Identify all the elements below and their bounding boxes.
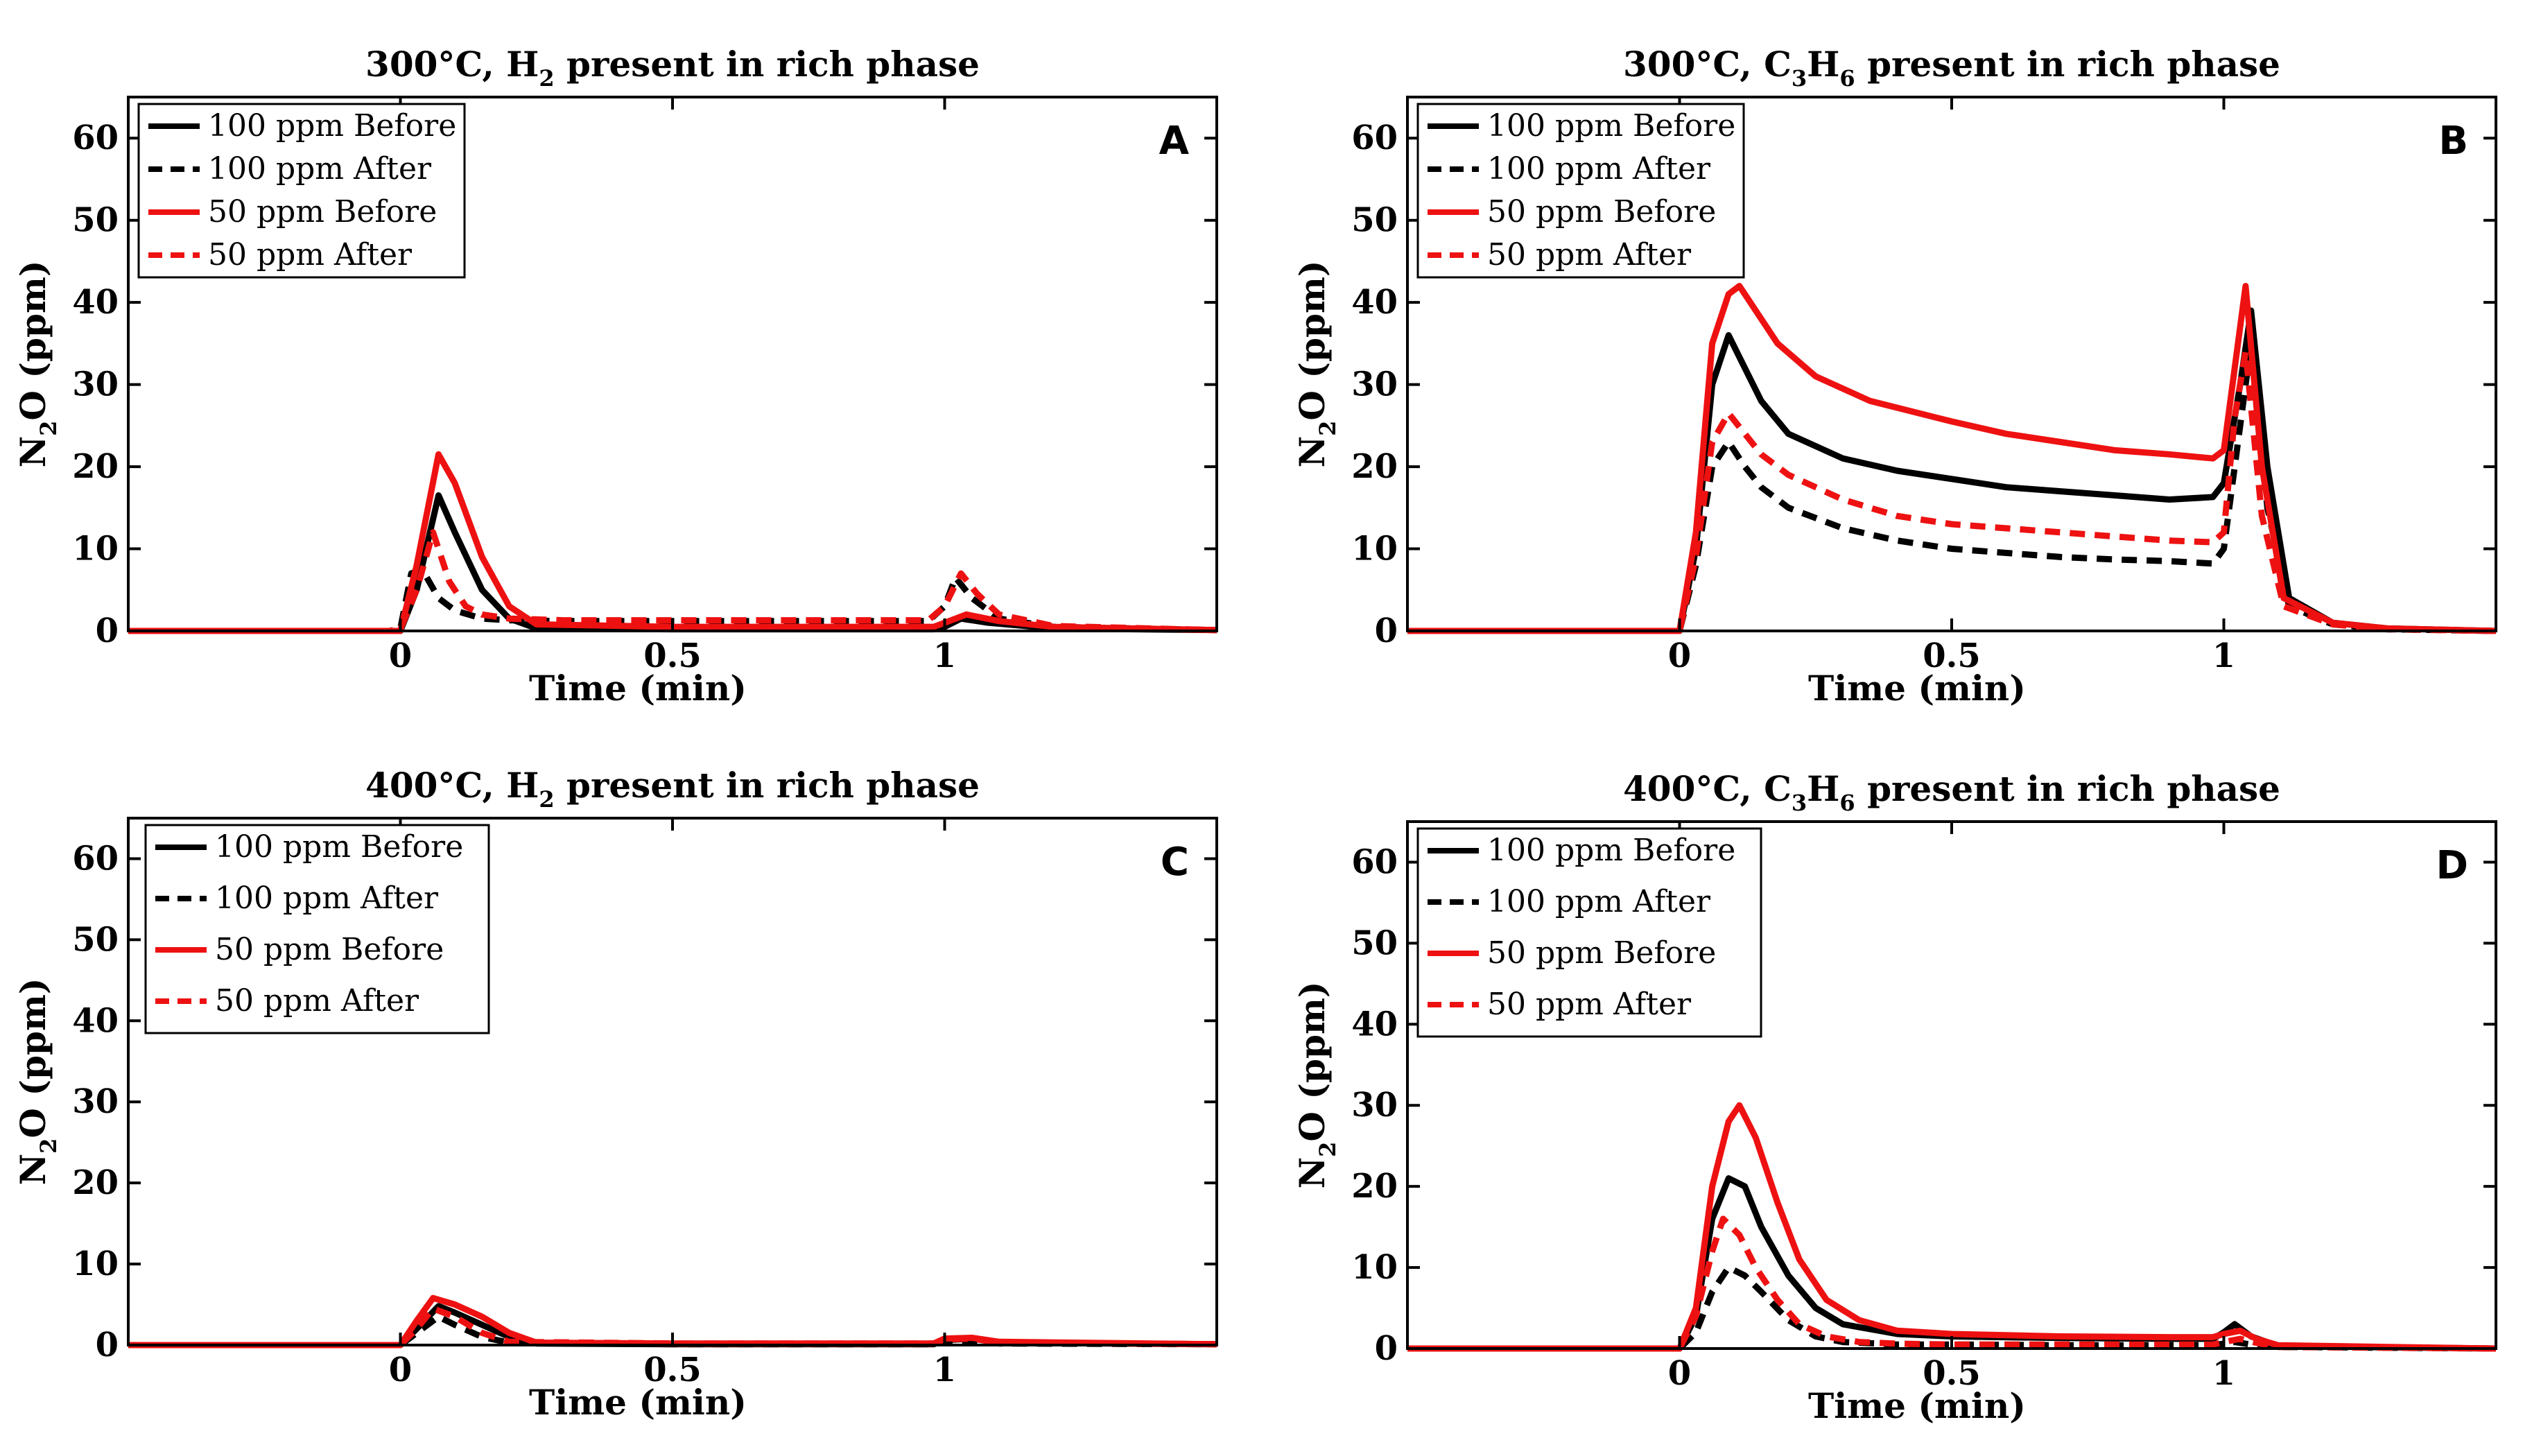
panel-d-legend: 100 ppm Before 100 ppm After 50 ppm Before… [1418, 829, 1761, 1037]
panel-a-ytick-label: 50 [72, 201, 119, 240]
panel-c-y-axis-label: N2O (ppm) [12, 978, 62, 1185]
panel-c: 400°C, H2 present in rich phase010203040… [12, 765, 1217, 1423]
panel-d-ytick-label: 40 [1351, 1005, 1398, 1043]
panel-b-legend-label: 100 ppm Before [1487, 108, 1735, 144]
panel-d-legend-label: 50 ppm After [1487, 987, 1692, 1022]
panel-b-legend-label: 50 ppm After [1487, 237, 1692, 272]
panel-a-legend-label: 50 ppm After [208, 237, 413, 272]
panel-b-series-100-ppm-before [1407, 311, 2496, 631]
panel-b-ytick-label: 0 [1375, 612, 1398, 650]
panel-a-ytick-label: 40 [72, 283, 119, 322]
panel-b-x-axis-label: Time (min) [1808, 668, 2026, 709]
panel-c-ytick-label: 40 [72, 1001, 119, 1040]
panel-d-series-100-ppm-before [1407, 1179, 2496, 1349]
panel-a-ytick-label: 30 [72, 365, 119, 404]
panel-a-ytick-label: 10 [72, 530, 119, 569]
panel-b-y-axis-label: N2O (ppm) [1292, 260, 1341, 467]
panel-b-series-50-ppm-after [1407, 352, 2496, 631]
panel-d-ytick-label: 50 [1351, 924, 1398, 962]
panel-a-legend-label: 100 ppm Before [208, 108, 456, 144]
figure: 300°C, H2 present in rich phase010203040… [0, 0, 2532, 1456]
panel-b-xtick-label: 1 [2212, 636, 2235, 675]
panel-d-ytick-label: 30 [1351, 1086, 1398, 1125]
panel-c-legend-label: 50 ppm Before [215, 932, 444, 967]
panel-d-ytick-label: 10 [1351, 1248, 1398, 1287]
panel-d-title: 400°C, C3H6 present in rich phase [1623, 768, 2280, 816]
panel-d-letter: D [2436, 843, 2468, 888]
panel-c-legend-label: 50 ppm After [215, 983, 419, 1019]
panel-c-legend-label: 100 ppm Before [215, 829, 463, 865]
panel-d-ytick-label: 60 [1351, 842, 1398, 881]
panel-b-ytick-label: 30 [1351, 365, 1398, 404]
panel-b: 300°C, C3H6 present in rich phase0102030… [1292, 44, 2496, 709]
panel-c-ytick-label: 0 [96, 1326, 119, 1364]
panel-b-ytick-label: 20 [1351, 447, 1398, 486]
panel-a-series-50-ppm-after [128, 532, 1217, 631]
panel-a-title: 300°C, H2 present in rich phase [365, 44, 980, 92]
panel-c-xtick-label: 1 [933, 1351, 956, 1389]
panel-b-legend-label: 50 ppm Before [1487, 194, 1716, 229]
panel-b-ytick-label: 60 [1351, 119, 1398, 157]
panel-c-ytick-label: 30 [72, 1082, 119, 1121]
panel-a-legend-label: 100 ppm After [208, 151, 432, 187]
panel-c-ytick-label: 10 [72, 1245, 119, 1283]
panel-b-ytick-label: 10 [1351, 530, 1398, 569]
panel-d-xtick-label: 0 [1668, 1354, 1691, 1393]
panel-a-xtick-label: 0 [389, 636, 412, 675]
panel-b-xtick-label: 0 [1668, 636, 1691, 675]
panel-c-letter: C [1161, 840, 1189, 885]
panel-b-series-100-ppm-after [1407, 343, 2496, 631]
panel-c-ytick-label: 50 [72, 920, 119, 959]
panel-a-xtick-label: 1 [933, 636, 956, 675]
panel-b-ytick-label: 40 [1351, 283, 1398, 322]
panel-b-letter: B [2438, 119, 2468, 164]
panel-c-legend: 100 ppm Before 100 ppm After 50 ppm Before… [146, 825, 489, 1033]
panel-c-title: 400°C, H2 present in rich phase [365, 765, 980, 813]
panel-d: 400°C, C3H6 present in rich phase0102030… [1292, 768, 2496, 1426]
panel-d-xtick-label: 1 [2212, 1354, 2235, 1393]
panel-a-series-50-ppm-before [128, 454, 1217, 631]
panel-a: 300°C, H2 present in rich phase010203040… [12, 44, 1217, 709]
panel-d-ytick-label: 0 [1375, 1329, 1398, 1368]
panel-c-legend-label: 100 ppm After [215, 881, 439, 916]
panel-b-title: 300°C, C3H6 present in rich phase [1623, 44, 2280, 92]
panel-d-ytick-label: 20 [1351, 1167, 1398, 1206]
panel-b-legend: 100 ppm Before 100 ppm After 50 ppm Before… [1418, 104, 1744, 277]
panel-d-legend-label: 50 ppm Before [1487, 935, 1716, 971]
panel-a-legend: 100 ppm Before 100 ppm After 50 ppm Before… [139, 104, 465, 277]
panel-c-x-axis-label: Time (min) [529, 1382, 747, 1423]
panel-a-ytick-label: 20 [72, 447, 119, 486]
panel-c-ytick-label: 60 [72, 839, 119, 878]
panel-c-xtick-label: 0 [389, 1351, 412, 1389]
panel-c-ytick-label: 20 [72, 1163, 119, 1202]
panel-a-x-axis-label: Time (min) [529, 668, 747, 709]
panel-b-legend-label: 100 ppm After [1487, 151, 1711, 187]
panel-d-series-50-ppm-after [1407, 1219, 2496, 1349]
panel-a-letter: A [1159, 119, 1190, 164]
panel-b-series-50-ppm-before [1407, 286, 2496, 632]
panel-d-legend-label: 100 ppm After [1487, 884, 1711, 919]
panel-d-x-axis-label: Time (min) [1808, 1385, 2026, 1426]
panel-d-y-axis-label: N2O (ppm) [1292, 981, 1341, 1188]
panel-a-ytick-label: 60 [72, 119, 119, 157]
panel-a-ytick-label: 0 [96, 612, 119, 650]
panel-a-legend-label: 50 ppm Before [208, 194, 437, 229]
panel-d-legend-label: 100 ppm Before [1487, 833, 1735, 868]
panel-a-y-axis-label: N2O (ppm) [12, 260, 62, 467]
panel-a-series-100-ppm-before [128, 496, 1217, 632]
panel-b-ytick-label: 50 [1351, 201, 1398, 240]
panel-d-series-50-ppm-before [1407, 1105, 2496, 1349]
